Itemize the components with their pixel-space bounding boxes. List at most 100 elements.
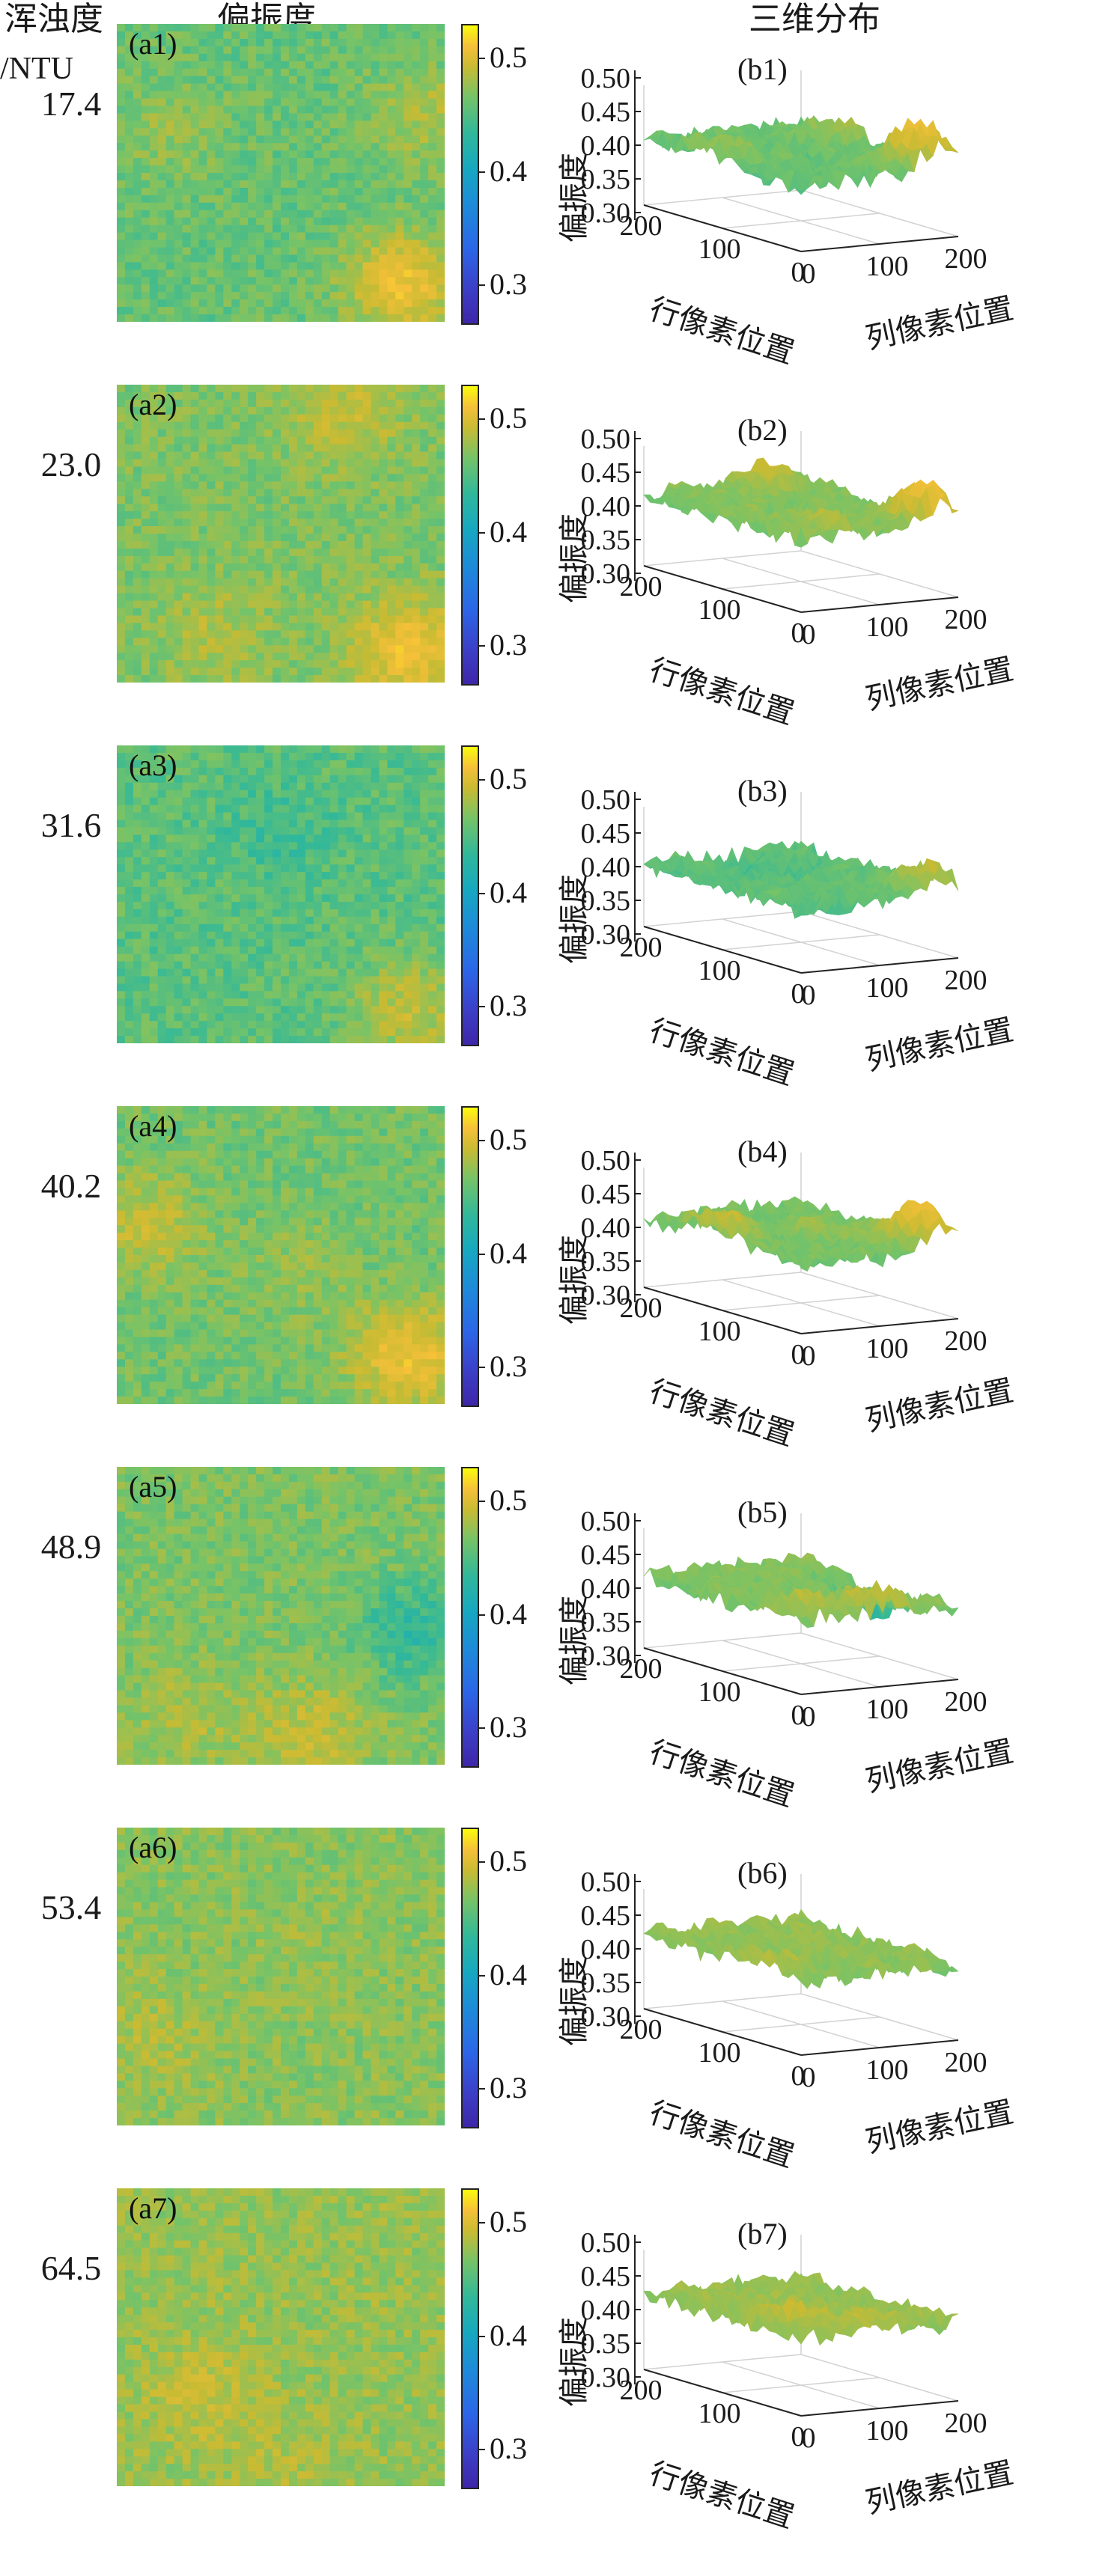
heatmap-cell: [412, 414, 421, 423]
heatmap-cell: [354, 451, 364, 460]
heatmap-cell: [313, 173, 323, 181]
heatmap-cell: [338, 165, 347, 174]
heatmap-cell: [141, 660, 150, 668]
heatmap-cell: [133, 570, 142, 579]
heatmap-cell: [313, 269, 323, 278]
heatmap-cell: [346, 496, 356, 504]
row-axis: [643, 565, 802, 613]
heatmap-cell: [141, 98, 150, 107]
heatmap-cell: [182, 143, 192, 151]
heatmap-cell: [182, 519, 192, 527]
heatmap-cell: [305, 496, 314, 504]
heatmap-cell: [354, 277, 364, 285]
heatmap-cell: [223, 76, 232, 85]
heatmap-cell: [207, 421, 216, 430]
heatmap-cell: [354, 76, 364, 85]
heatmap-cell: [207, 638, 216, 646]
heatmap-cell: [240, 504, 249, 512]
heatmap-cell: [248, 254, 257, 263]
turbidity-value: 23.0: [40, 445, 102, 483]
heatmap-cell: [371, 391, 380, 400]
heatmap-cell: [248, 511, 257, 519]
heatmap-cell: [157, 76, 167, 85]
heatmap-cell: [387, 24, 396, 32]
heatmap-cell: [198, 451, 208, 460]
heatmap-cell: [288, 645, 298, 653]
heatmap-cell: [436, 429, 445, 438]
heatmap-cell: [362, 745, 372, 754]
heatmap-cell: [338, 578, 347, 587]
heatmap-cell: [305, 414, 314, 423]
heatmap-cell: [395, 645, 404, 653]
heatmap-cell: [371, 180, 380, 189]
heatmap-cell: [141, 827, 150, 835]
heatmap-cell: [412, 511, 421, 519]
heatmap-cell: [165, 202, 175, 211]
heatmap-cell: [288, 158, 298, 166]
col-tick-label: 100: [866, 251, 909, 282]
heatmap-cell: [149, 269, 159, 278]
heatmap-cell: [313, 668, 323, 676]
heatmap-cell: [313, 406, 323, 415]
heatmap-cell: [231, 24, 240, 32]
heatmap-cell: [371, 414, 380, 423]
heatmap-cell: [412, 391, 421, 400]
heatmap-cell: [387, 180, 396, 189]
heatmap-cell: [329, 653, 339, 661]
heatmap-cell: [362, 481, 372, 489]
heatmap-cell: [371, 143, 380, 151]
heatmap-cell: [240, 143, 249, 151]
heatmap-cell: [190, 745, 200, 754]
heatmap-cell: [420, 474, 429, 482]
heatmap-cell: [264, 820, 273, 828]
heatmap-cell: [215, 820, 224, 828]
heatmap-cell: [338, 615, 347, 623]
heatmap-cell: [264, 385, 273, 393]
heatmap-cell: [404, 53, 413, 62]
heatmap-cell: [362, 436, 372, 445]
heatmap-cell: [149, 563, 159, 572]
heatmap-cell: [338, 797, 347, 806]
heatmap-cell: [182, 812, 192, 821]
heatmap-cell: [321, 496, 331, 504]
heatmap-cell: [321, 790, 331, 799]
heatmap-cell: [313, 106, 323, 114]
heatmap-cell: [190, 630, 200, 638]
heatmap-cell: [165, 38, 175, 47]
heatmap-cell: [371, 165, 380, 174]
heatmap-cell: [124, 46, 134, 55]
heatmap-cell: [362, 496, 372, 504]
heatmap-cell: [141, 752, 150, 761]
heatmap-cell: [281, 61, 290, 70]
heatmap-cell: [133, 128, 142, 136]
heatmap-cell: [231, 292, 240, 300]
heatmap-cell: [223, 68, 232, 77]
heatmap-cell: [273, 31, 281, 40]
heatmap-cell: [223, 202, 232, 211]
heatmap-cell: [338, 61, 347, 70]
heatmap-cell: [215, 474, 224, 482]
heatmap-cell: [404, 429, 413, 438]
dop-heatmap-3: [117, 745, 445, 1043]
heatmap-cell: [379, 790, 388, 799]
heatmap-cell: [215, 675, 224, 683]
heatmap-cell: [436, 511, 445, 519]
heatmap-cell: [288, 180, 298, 189]
heatmap-cell: [256, 406, 265, 415]
heatmap-cell: [198, 53, 208, 62]
heatmap-cell: [371, 53, 380, 62]
heatmap-cell: [190, 173, 200, 181]
heatmap-cell: [133, 150, 142, 159]
heatmap-cell: [215, 98, 224, 107]
heatmap-cell: [240, 307, 249, 315]
heatmap-cell: [198, 24, 208, 32]
heatmap-cell: [321, 284, 331, 293]
heatmap-cell: [256, 555, 265, 564]
heatmap-cell: [288, 262, 298, 270]
heatmap-cell: [354, 68, 364, 77]
heatmap-cell: [371, 790, 380, 799]
heatmap-cell: [174, 797, 183, 806]
heatmap-cell: [362, 555, 372, 564]
heatmap-cell: [395, 98, 404, 107]
heatmap-cell: [215, 790, 224, 799]
